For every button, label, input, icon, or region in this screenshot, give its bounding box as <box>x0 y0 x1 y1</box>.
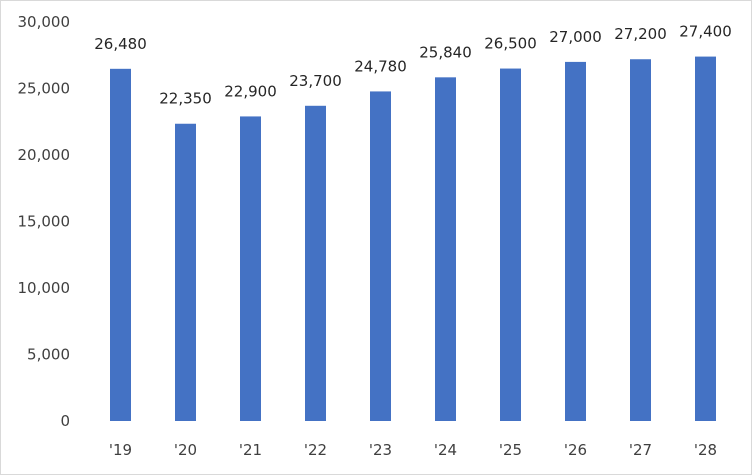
x-axis: '19 '20 '21 '22 '23 '24 '25 '26 '27 '28 <box>109 441 717 459</box>
bar <box>435 77 456 421</box>
x-tick-label: '19 <box>109 441 132 459</box>
y-tick-label: 0 <box>60 412 70 430</box>
bar <box>565 61 586 422</box>
data-label: 24,780 <box>354 57 407 75</box>
y-tick-label: 10,000 <box>18 279 71 297</box>
x-tick-label: '25 <box>499 441 522 459</box>
data-label: 22,350 <box>159 90 212 108</box>
y-tick-label: 25,000 <box>18 80 71 98</box>
data-label: 26,500 <box>484 35 537 53</box>
data-labels: 26,480 22,350 22,900 23,700 24,780 25,840 26,5… <box>94 23 732 108</box>
bar <box>175 123 196 422</box>
data-label: 27,400 <box>679 23 732 41</box>
x-tick-label: '23 <box>369 441 392 459</box>
x-tick-label: '27 <box>629 441 652 459</box>
bar <box>240 116 261 422</box>
bar <box>110 68 131 421</box>
y-tick-label: 30,000 <box>18 13 71 31</box>
y-tick-label: 20,000 <box>18 146 71 164</box>
bar <box>630 59 651 422</box>
bars <box>110 56 716 422</box>
bar <box>695 56 716 422</box>
x-tick-label: '24 <box>434 441 457 459</box>
data-label: 26,480 <box>94 35 147 53</box>
data-label: 25,840 <box>419 43 472 61</box>
x-tick-label: '28 <box>694 441 717 459</box>
y-axis: 0 5,000 10,000 15,000 20,000 25,000 30,000 <box>18 13 71 430</box>
x-tick-label: '22 <box>304 441 327 459</box>
data-label: 22,900 <box>224 82 277 100</box>
x-tick-label: '20 <box>174 441 197 459</box>
data-label: 27,200 <box>614 25 667 43</box>
data-label: 23,700 <box>289 72 342 90</box>
x-tick-label: '26 <box>564 441 587 459</box>
y-tick-label: 5,000 <box>27 346 70 364</box>
bar <box>305 105 326 421</box>
bar <box>500 68 521 422</box>
x-tick-label: '21 <box>239 441 262 459</box>
data-label: 27,000 <box>549 28 602 46</box>
bar <box>370 91 391 422</box>
y-tick-label: 15,000 <box>18 213 71 231</box>
